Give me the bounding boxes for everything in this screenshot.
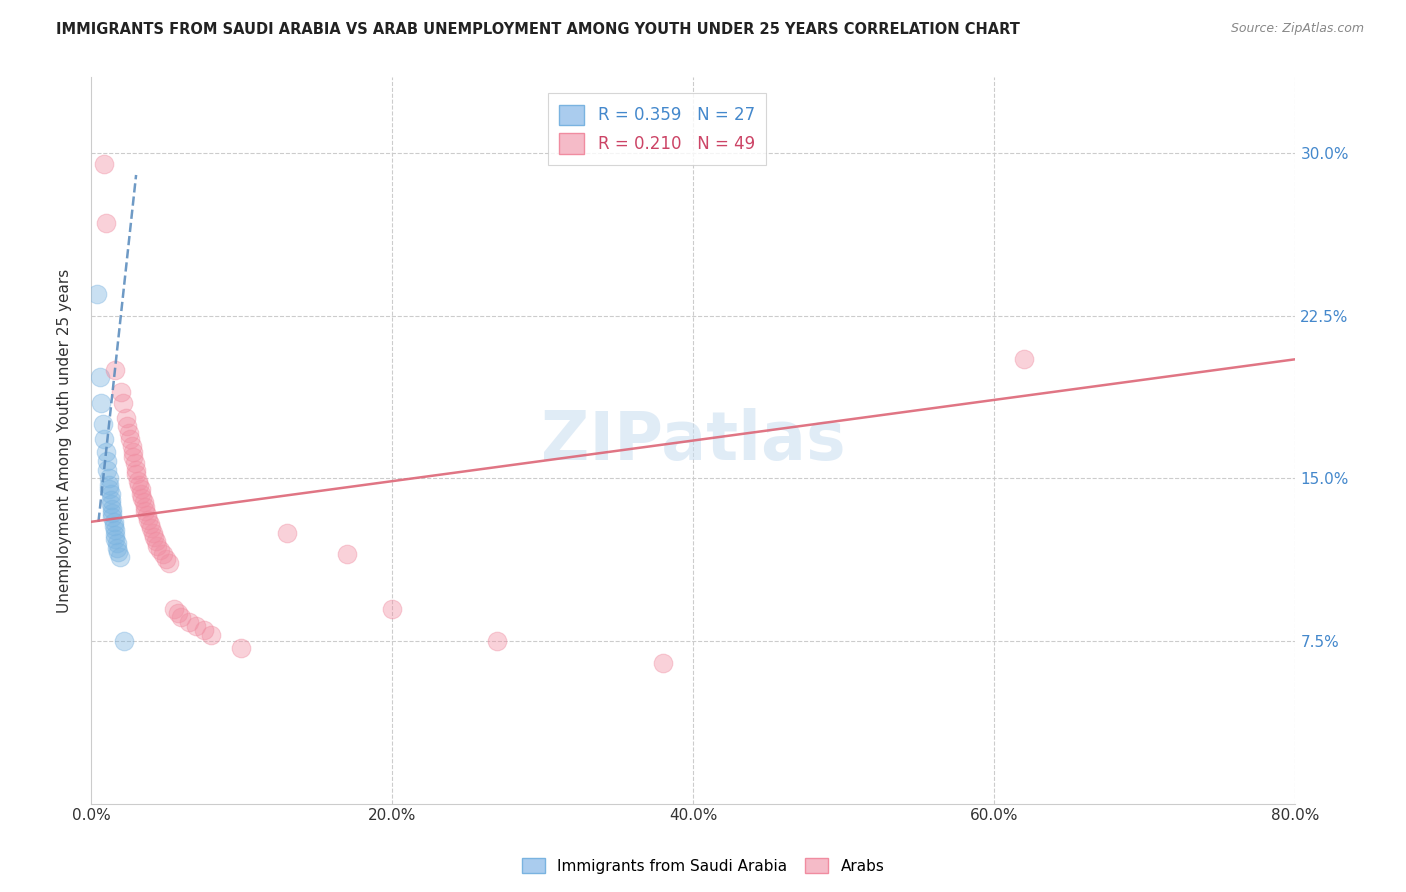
Point	[101, 510, 124, 524]
Point	[121, 439, 143, 453]
Point	[149, 543, 172, 558]
Point	[142, 525, 165, 540]
Point	[103, 515, 125, 529]
Point	[129, 483, 152, 497]
Point	[136, 513, 159, 527]
Point	[125, 463, 148, 477]
Point	[110, 384, 132, 399]
Point	[186, 619, 208, 633]
Point	[115, 419, 138, 434]
Point	[93, 433, 115, 447]
Point	[170, 610, 193, 624]
Point	[134, 504, 156, 518]
Point	[100, 486, 122, 500]
Point	[200, 627, 222, 641]
Point	[96, 463, 118, 477]
Point	[128, 478, 150, 492]
Point	[93, 157, 115, 171]
Point	[276, 525, 298, 540]
Point	[94, 216, 117, 230]
Point	[135, 508, 157, 523]
Point	[134, 500, 156, 514]
Point	[94, 445, 117, 459]
Point	[101, 506, 124, 520]
Point	[125, 467, 148, 482]
Point	[98, 483, 121, 497]
Point	[104, 528, 127, 542]
Point	[91, 417, 114, 432]
Point	[193, 624, 215, 638]
Point	[157, 556, 180, 570]
Point	[122, 445, 145, 459]
Point	[129, 486, 152, 500]
Point	[111, 395, 134, 409]
Point	[120, 433, 142, 447]
Point	[107, 545, 129, 559]
Point	[105, 541, 128, 555]
Point	[131, 491, 153, 505]
Point	[122, 450, 145, 464]
Point	[90, 395, 112, 409]
Point	[155, 551, 177, 566]
Point	[101, 501, 124, 516]
Point	[177, 615, 200, 629]
Text: IMMIGRANTS FROM SAUDI ARABIA VS ARAB UNEMPLOYMENT AMONG YOUTH UNDER 25 YEARS COR: IMMIGRANTS FROM SAUDI ARABIA VS ARAB UNE…	[56, 22, 1021, 37]
Point	[138, 516, 160, 531]
Point	[108, 549, 131, 564]
Point	[98, 471, 121, 485]
Text: ZIPatlas: ZIPatlas	[541, 408, 845, 474]
Point	[152, 547, 174, 561]
Point	[652, 656, 675, 670]
Point	[100, 493, 122, 508]
Point	[132, 495, 155, 509]
Point	[381, 601, 404, 615]
Point	[105, 536, 128, 550]
Point	[104, 524, 127, 538]
Point	[89, 369, 111, 384]
Point	[98, 478, 121, 492]
Point	[86, 287, 108, 301]
Point	[114, 410, 136, 425]
Point	[104, 532, 127, 546]
Point	[96, 454, 118, 468]
Point	[124, 456, 146, 470]
Point	[231, 640, 253, 655]
Point	[104, 363, 127, 377]
Point	[145, 534, 167, 549]
Point	[146, 539, 169, 553]
Y-axis label: Unemployment Among Youth under 25 years: Unemployment Among Youth under 25 years	[58, 268, 72, 613]
Point	[167, 606, 190, 620]
Text: Source: ZipAtlas.com: Source: ZipAtlas.com	[1230, 22, 1364, 36]
Point	[141, 521, 163, 535]
Point	[486, 634, 509, 648]
Point	[143, 530, 166, 544]
Point	[112, 634, 135, 648]
Point	[1014, 352, 1036, 367]
Point	[336, 547, 359, 561]
Legend: Immigrants from Saudi Arabia, Arabs: Immigrants from Saudi Arabia, Arabs	[516, 852, 890, 880]
Point	[163, 601, 186, 615]
Point	[100, 498, 122, 512]
Point	[127, 474, 149, 488]
Legend: R = 0.359   N = 27, R = 0.210   N = 49: R = 0.359 N = 27, R = 0.210 N = 49	[548, 93, 766, 165]
Point	[117, 425, 139, 440]
Point	[103, 519, 125, 533]
